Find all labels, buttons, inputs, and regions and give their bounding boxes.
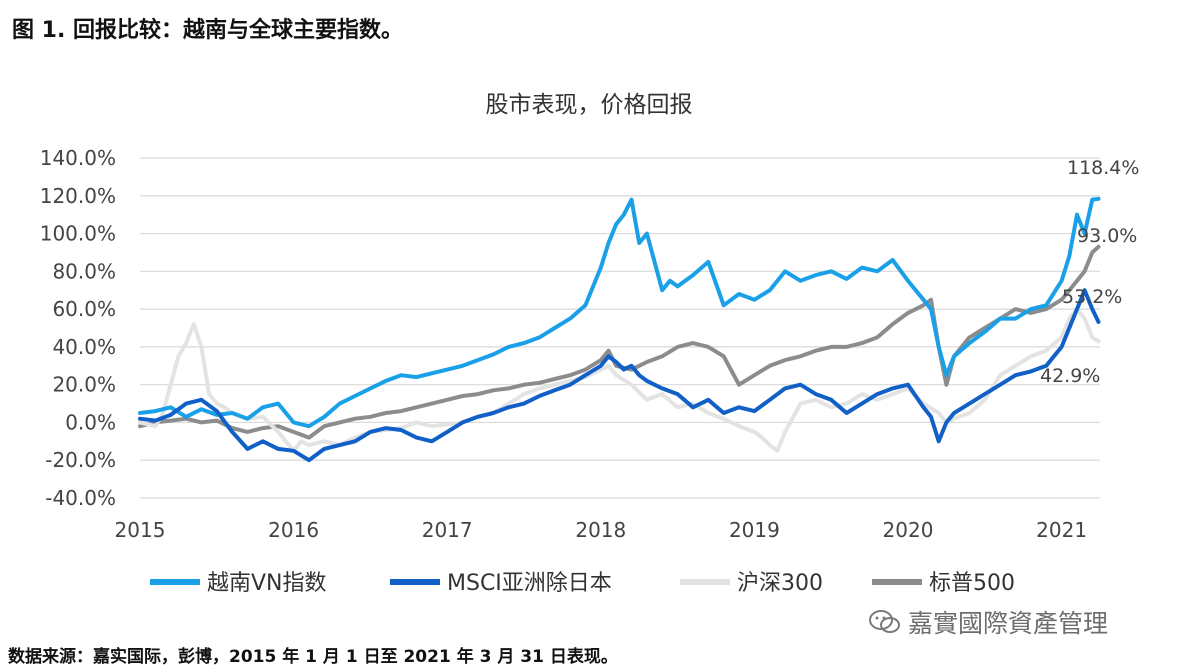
series-line [138,288,1101,463]
end-value-label: 53.2% [1062,286,1122,308]
wechat-icon [869,610,900,633]
legend-label: 越南VN指数 [207,571,327,596]
end-value-label: 118.4% [1067,157,1139,179]
y-tick-label: 0.0% [65,410,116,434]
figure-title: 图 1. 回报比较：越南与全球主要指数。 [12,18,403,43]
line-chart: 股市表现，价格回报 140.0% 120.0% 100.0% 80.0% 60.0% 40… [40,92,1140,596]
x-tick-label: 2017 [422,518,473,542]
series-line [138,244,1101,440]
y-tick-label: -20.0% [45,448,116,472]
y-tick-label: 120.0% [40,184,116,208]
legend: 越南VN指数 MSCI亚洲除日本 沪深300 标普500 [150,571,1015,596]
source-note: 数据来源：嘉实国际，彭博，2015 年 1 月 1 日至 2021 年 3 月 … [8,647,618,667]
y-tick-label: 140.0% [40,146,116,170]
x-tick-label: 2015 [115,518,166,542]
legend-label: 沪深300 [737,571,823,596]
x-axis: 2015 2016 2017 2018 2019 2020 2021 [115,518,1088,542]
end-value-label: 42.9% [1040,365,1100,387]
y-tick-label: -40.0% [45,486,116,510]
plot-area [138,196,1101,463]
y-tick-label: 100.0% [40,222,116,246]
y-tick-label: 80.0% [52,259,116,283]
legend-label: 标普500 [929,571,1015,596]
end-labels: 118.4% 93.0% 53.2% 42.9% [1040,157,1139,387]
watermark: 嘉實國際資產管理 [868,604,1108,640]
x-tick-label: 2021 [1036,518,1087,542]
x-tick-label: 2020 [883,518,934,542]
watermark-text: 嘉實國際資產管理 [908,609,1109,638]
end-value-label: 93.0% [1077,225,1137,247]
y-tick-label: 60.0% [52,297,116,321]
x-tick-label: 2016 [268,518,319,542]
series-line [138,196,1101,429]
y-tick-label: 20.0% [52,373,116,397]
chart-title: 股市表现，价格回报 [486,92,693,118]
legend-label: MSCI亚洲除日本 [447,571,612,596]
y-axis: 140.0% 120.0% 100.0% 80.0% 60.0% 40.0% 20.0% 0.… [40,146,116,510]
x-tick-label: 2019 [729,518,780,542]
x-tick-label: 2018 [575,518,626,542]
gridlines [140,157,1100,499]
y-tick-label: 40.0% [52,335,116,359]
